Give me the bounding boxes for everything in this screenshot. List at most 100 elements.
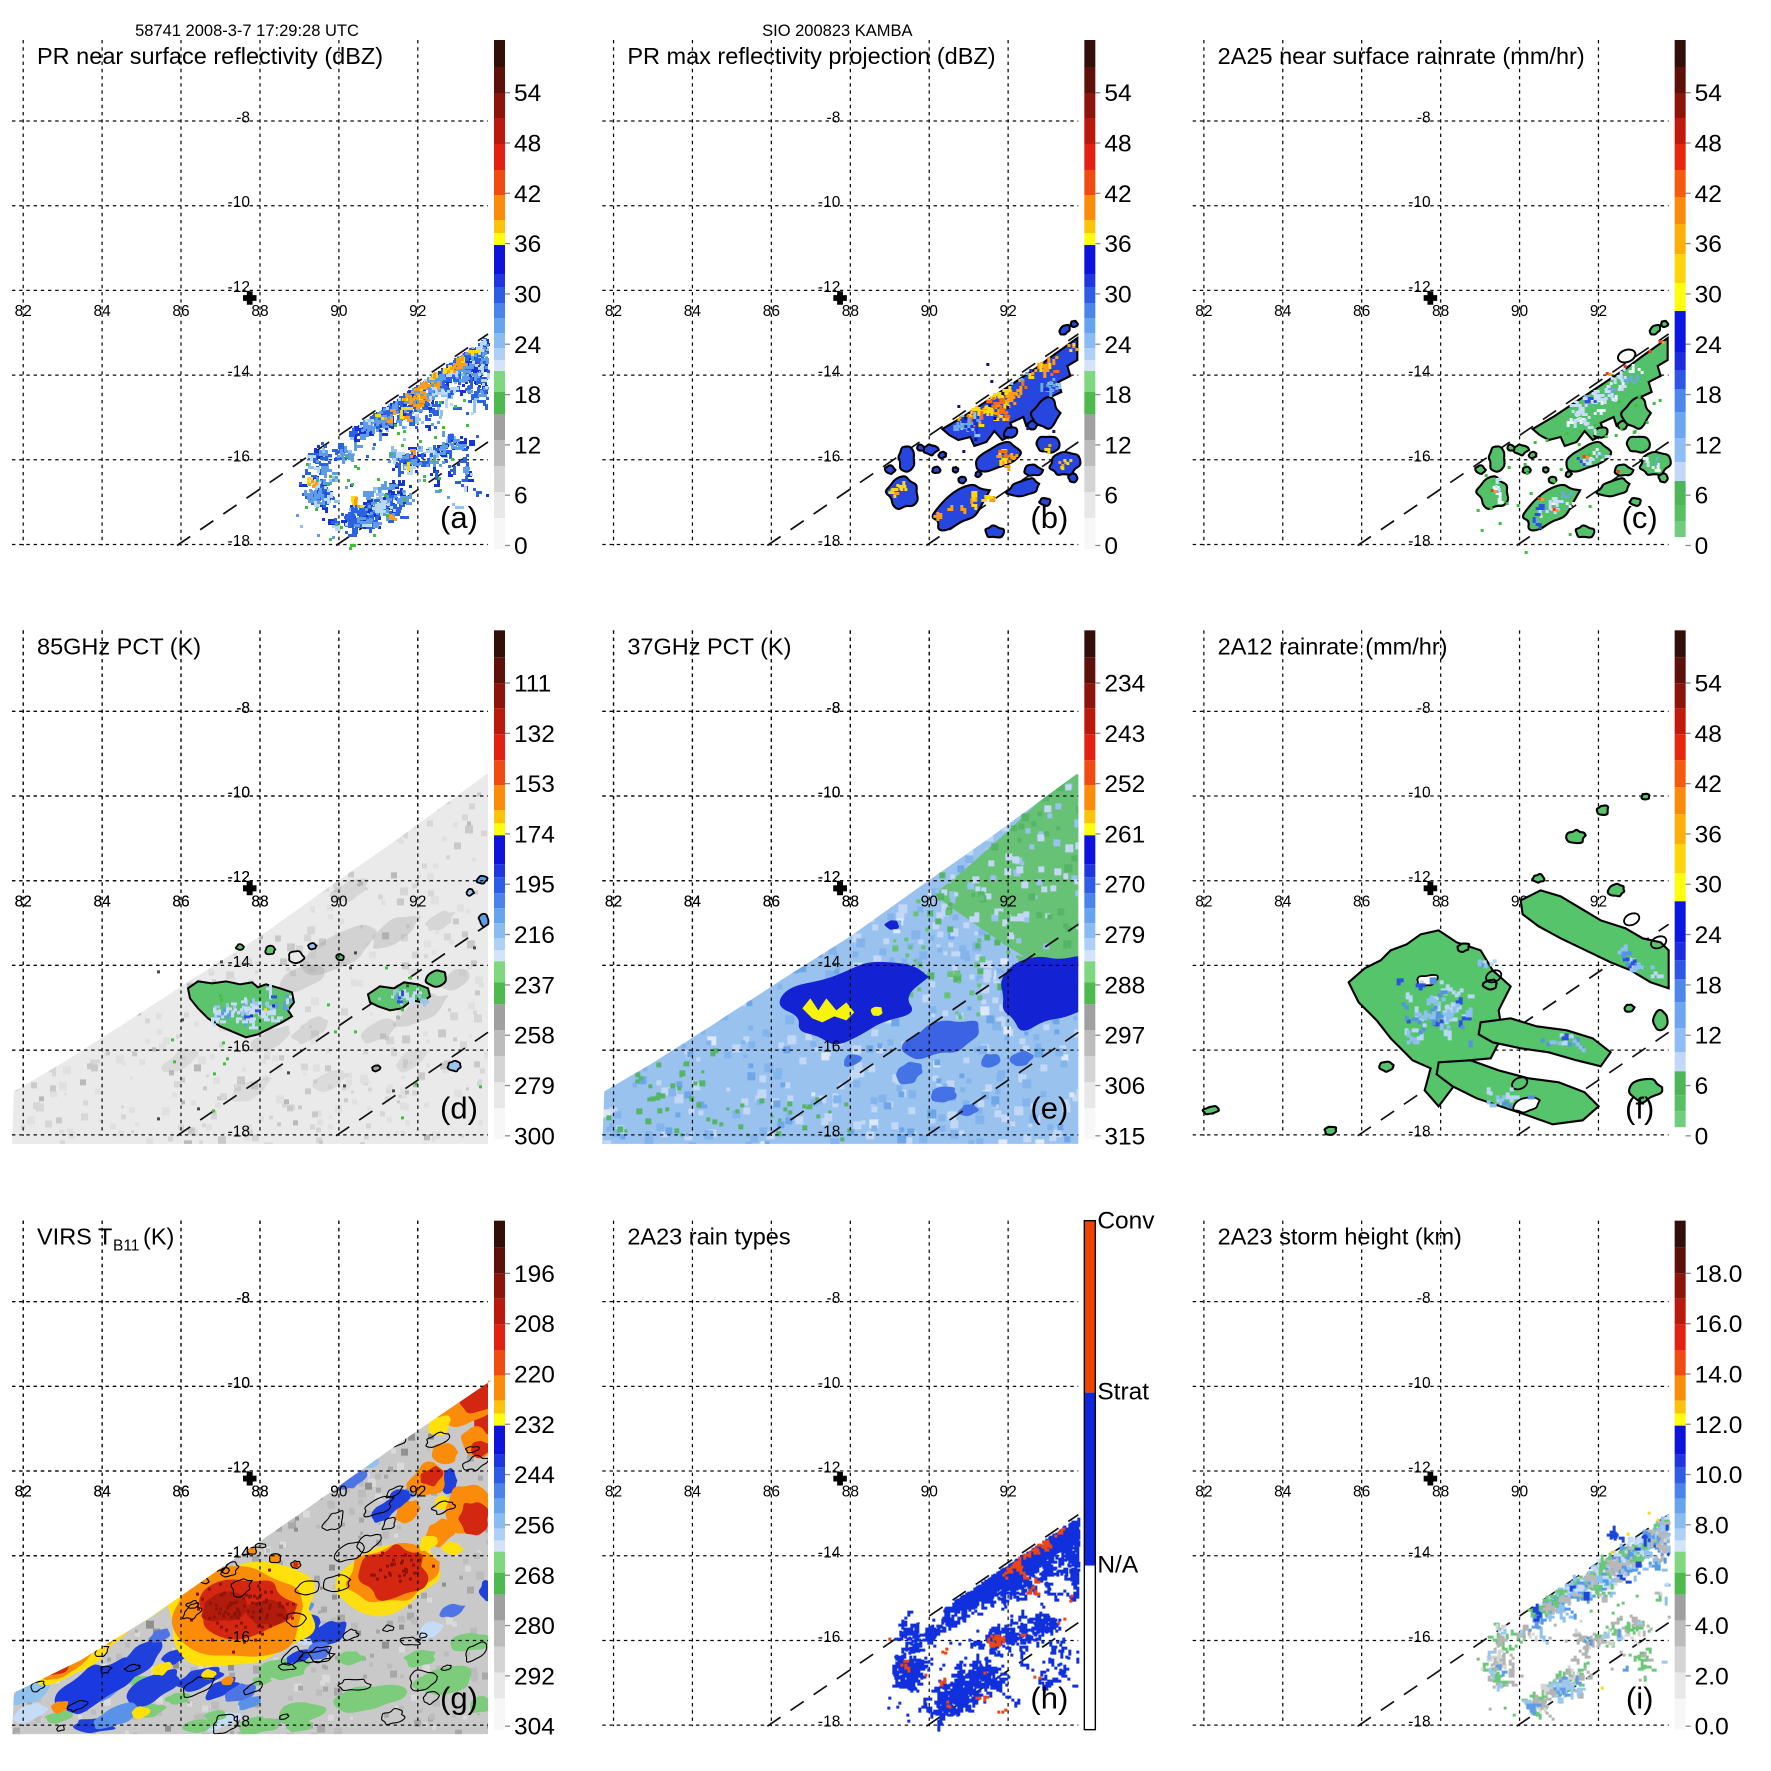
svg-text:86: 86 [172,303,189,320]
svg-text:12.0: 12.0 [1695,1412,1743,1439]
svg-text:18: 18 [1104,382,1131,409]
svg-text:84: 84 [684,1484,702,1501]
svg-text:SIO 200823 KAMBA: SIO 200823 KAMBA [762,22,912,40]
svg-text:243: 243 [1104,721,1145,748]
svg-text:237: 237 [514,972,555,999]
svg-text:-12: -12 [818,869,840,886]
svg-text:42: 42 [1104,181,1131,208]
svg-text:82: 82 [605,893,622,910]
svg-text:84: 84 [684,893,702,910]
svg-text:-18: -18 [1408,1714,1430,1731]
svg-text:315: 315 [1104,1123,1145,1150]
svg-text:90: 90 [330,303,348,320]
svg-text:0.0: 0.0 [1695,1714,1729,1741]
svg-text:85GHz PCT (K): 85GHz PCT (K) [37,633,201,659]
svg-text:92: 92 [1000,893,1017,910]
svg-text:12: 12 [514,432,541,459]
svg-text:256: 256 [514,1512,555,1539]
svg-text:132: 132 [514,721,555,748]
svg-text:-14: -14 [228,1544,251,1561]
svg-text:86: 86 [763,303,780,320]
svg-text:10.0: 10.0 [1695,1462,1743,1489]
svg-text:-14: -14 [1408,364,1431,381]
svg-text:306: 306 [1104,1073,1145,1100]
svg-text:84: 84 [684,893,702,910]
svg-text:37GHz PCT (K): 37GHz PCT (K) [627,633,791,659]
svg-text:174: 174 [514,821,555,848]
svg-text:86: 86 [172,893,189,910]
svg-text:36: 36 [1695,231,1722,258]
svg-text:-16: -16 [818,1629,840,1646]
svg-text:-10: -10 [818,194,841,211]
svg-text:90: 90 [1511,303,1529,320]
svg-text:232: 232 [514,1412,555,1439]
svg-text:88: 88 [251,1484,268,1501]
svg-text:-8: -8 [236,700,250,717]
svg-text:58741 2008-3-7 17:29:28 UTC: 58741 2008-3-7 17:29:28 UTC [135,22,359,40]
svg-text:88: 88 [251,303,268,320]
svg-text:-8: -8 [827,110,841,127]
svg-text:90: 90 [921,303,939,320]
svg-text:86: 86 [172,1484,189,1501]
svg-text:86: 86 [1353,1484,1370,1501]
svg-text:90: 90 [921,1484,939,1501]
svg-text:234: 234 [1104,671,1145,698]
svg-text:244: 244 [514,1462,555,1489]
svg-text:-18: -18 [818,1714,840,1731]
svg-text:82: 82 [605,1484,622,1501]
svg-text:18: 18 [514,382,541,409]
svg-text:279: 279 [514,1073,555,1100]
svg-text:-12: -12 [228,869,250,886]
svg-text:88: 88 [842,1484,859,1501]
svg-text:88: 88 [251,893,268,910]
svg-text:6.0: 6.0 [1695,1563,1729,1590]
svg-text:258: 258 [514,1023,555,1050]
svg-text:(g): (g) [440,1681,478,1716]
svg-text:82: 82 [1195,1484,1212,1501]
svg-text:84: 84 [93,893,111,910]
svg-text:Strat: Strat [1097,1379,1149,1406]
svg-text:-16: -16 [1408,1629,1430,1646]
svg-text:90: 90 [921,893,939,910]
svg-text:-12: -12 [228,1460,250,1477]
svg-text:-12: -12 [1408,279,1430,296]
svg-text:82: 82 [1195,303,1212,320]
svg-text:88: 88 [842,893,859,910]
svg-text:-12: -12 [1408,869,1430,886]
svg-text:(b): (b) [1030,500,1068,535]
svg-text:Conv: Conv [1097,1208,1155,1235]
svg-text:-10: -10 [228,1375,251,1392]
svg-text:268: 268 [514,1563,555,1590]
svg-text:-12: -12 [1408,1460,1430,1477]
svg-text:-18: -18 [228,1714,250,1731]
svg-text:(c): (c) [1622,500,1658,535]
svg-text:-16: -16 [228,1629,250,1646]
svg-text:86: 86 [1353,303,1370,320]
svg-text:2A12 rainrate (mm/hr): 2A12 rainrate (mm/hr) [1218,633,1448,659]
svg-text:297: 297 [1104,1023,1145,1050]
svg-text:82: 82 [605,303,622,320]
svg-text:(i): (i) [1626,1681,1654,1716]
svg-text:90: 90 [1511,1484,1529,1501]
svg-text:24: 24 [1695,332,1722,359]
svg-text:18.0: 18.0 [1695,1261,1743,1288]
svg-text:PR max reflectivity projection: PR max reflectivity projection (dBZ) [627,43,995,69]
svg-text:86: 86 [1353,893,1370,910]
svg-text:-14: -14 [1408,1544,1431,1561]
svg-text:B11: B11 [113,1238,139,1255]
svg-text:196: 196 [514,1261,555,1288]
svg-text:-14: -14 [818,364,841,381]
svg-text:-12: -12 [228,279,250,296]
svg-text:82: 82 [605,893,622,910]
svg-text:30: 30 [1695,281,1722,308]
svg-text:252: 252 [1104,771,1145,798]
svg-text:24: 24 [1104,332,1131,359]
svg-text:88: 88 [1432,1484,1449,1501]
svg-text:-14: -14 [228,954,251,971]
svg-text:84: 84 [684,303,702,320]
svg-text:90: 90 [330,893,348,910]
svg-text:-8: -8 [236,1290,250,1307]
svg-text:86: 86 [172,893,189,910]
svg-text:270: 270 [1104,872,1145,899]
svg-text:-18: -18 [228,533,250,550]
